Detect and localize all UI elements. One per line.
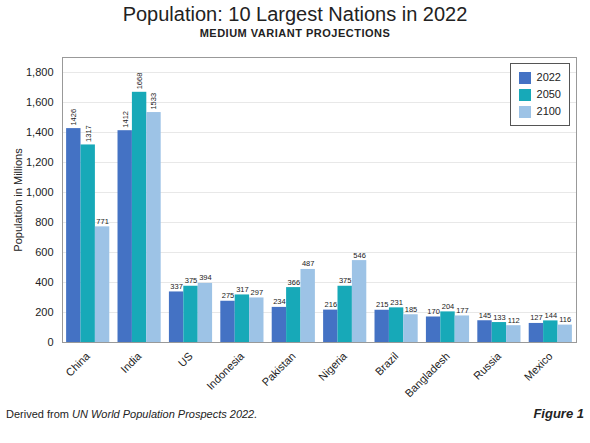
- svg-text:China: China: [63, 349, 92, 378]
- svg-text:177: 177: [456, 306, 469, 315]
- svg-text:Mexico: Mexico: [522, 350, 555, 383]
- svg-text:200: 200: [35, 306, 53, 318]
- svg-text:600: 600: [35, 246, 53, 258]
- svg-text:Russia: Russia: [471, 349, 504, 382]
- svg-text:234: 234: [273, 297, 286, 306]
- svg-text:Indonesia: Indonesia: [204, 349, 247, 392]
- svg-text:204: 204: [442, 302, 455, 311]
- svg-text:546: 546: [353, 251, 366, 260]
- svg-text:771: 771: [96, 217, 109, 226]
- svg-text:317: 317: [236, 285, 249, 294]
- html-text:2022: 2022: [536, 71, 561, 83]
- svg-text:127: 127: [530, 313, 543, 322]
- html-text:Derived from UN World Populati: Derived from UN World Population Prospec…: [6, 408, 258, 420]
- svg-text:112: 112: [508, 316, 520, 325]
- svg-text:170: 170: [427, 307, 440, 316]
- svg-text:487: 487: [302, 259, 315, 268]
- svg-text:1412: 1412: [121, 111, 130, 128]
- svg-text:337: 337: [170, 282, 183, 291]
- svg-text:231: 231: [390, 298, 403, 307]
- svg-text:394: 394: [199, 273, 212, 282]
- svg-text:India: India: [118, 349, 144, 375]
- svg-text:1,400: 1,400: [26, 126, 54, 138]
- svg-text:1,200: 1,200: [26, 156, 54, 168]
- svg-text:1,800: 1,800: [26, 66, 54, 78]
- svg-text:Population in Millions: Population in Millions: [12, 148, 24, 252]
- svg-text:400: 400: [35, 276, 53, 288]
- html-text:MEDIUM VARIANT PROJECTIONS: MEDIUM VARIANT PROJECTIONS: [199, 27, 391, 39]
- svg-text:0: 0: [47, 336, 53, 348]
- svg-text:1,000: 1,000: [26, 186, 54, 198]
- svg-text:216: 216: [325, 300, 338, 309]
- svg-text:US: US: [176, 350, 195, 369]
- svg-text:Nigeria: Nigeria: [316, 349, 350, 383]
- html-text:2100: 2100: [536, 105, 561, 117]
- svg-text:145: 145: [479, 311, 492, 320]
- svg-text:1317: 1317: [84, 125, 93, 142]
- svg-text:1533: 1533: [149, 93, 158, 110]
- svg-text:1426: 1426: [69, 109, 78, 126]
- svg-text:800: 800: [35, 216, 53, 228]
- svg-text:Bangladesh: Bangladesh: [402, 350, 452, 400]
- svg-text:185: 185: [405, 305, 418, 314]
- svg-text:1,600: 1,600: [26, 96, 54, 108]
- svg-text:Pakistan: Pakistan: [259, 350, 297, 388]
- svg-text:116: 116: [559, 315, 571, 324]
- svg-text:375: 375: [339, 276, 352, 285]
- svg-text:366: 366: [288, 278, 301, 287]
- svg-text:144: 144: [545, 311, 558, 320]
- svg-text:1668: 1668: [135, 73, 144, 90]
- html-text:2050: 2050: [536, 88, 561, 100]
- svg-text:297: 297: [251, 288, 264, 297]
- html-text:Figure 1: Figure 1: [533, 406, 584, 421]
- svg-text:275: 275: [222, 291, 235, 300]
- svg-text:Brazil: Brazil: [373, 350, 401, 378]
- svg-text:215: 215: [376, 300, 389, 309]
- svg-text:133: 133: [493, 313, 506, 322]
- svg-text:375: 375: [185, 276, 198, 285]
- html-text:Population: 10 Largest Nations: Population: 10 Largest Nations in 2022: [122, 3, 468, 25]
